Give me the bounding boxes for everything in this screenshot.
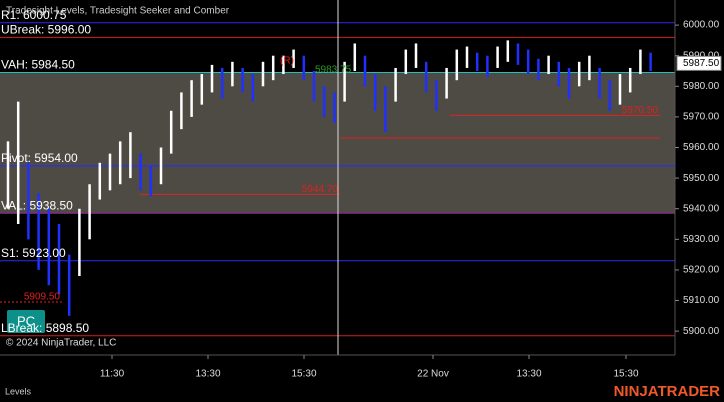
- level-label: S1: 5923.00: [1, 246, 66, 260]
- x-tick-label: 13:30: [516, 369, 541, 380]
- level-label: VAL: 5938.50: [1, 198, 73, 212]
- y-tick-label: 5920.00: [683, 265, 720, 276]
- x-tick-label: 22 Nov: [417, 369, 449, 380]
- y-tick-label: 5970.00: [683, 112, 720, 123]
- projection-label: 5944.70: [302, 184, 339, 195]
- level-label: UBreak: 5996.00: [1, 23, 91, 37]
- projection-label: 5909.50: [24, 292, 61, 303]
- reversal-marker: (R): [280, 56, 294, 67]
- pc-button-label[interactable]: PC: [17, 313, 35, 328]
- current-price-label: 5987.50: [683, 58, 720, 69]
- logo: NINJATRADER: [614, 383, 721, 400]
- copyright: © 2024 NinjaTrader, LLC: [6, 338, 116, 349]
- y-tick-label: 5950.00: [683, 173, 720, 184]
- level-label: LBreak: 5898.50: [1, 321, 89, 335]
- x-tick-label: 13:30: [195, 369, 220, 380]
- y-tick-label: 5940.00: [683, 203, 720, 214]
- y-tick-label: 5990.00: [683, 50, 720, 61]
- y-tick-label: 5910.00: [683, 295, 720, 306]
- level-label: Pivot: 5954.00: [1, 151, 78, 165]
- x-tick-label: 15:30: [613, 369, 638, 380]
- y-tick-label: 5960.00: [683, 142, 720, 153]
- y-tick-label: 6000.00: [683, 20, 720, 31]
- seeker-label: 5983.75: [315, 65, 352, 76]
- y-tick-label: 5930.00: [683, 234, 720, 245]
- y-tick-label: 5900.00: [683, 326, 720, 337]
- level-label: VAH: 5984.50: [1, 58, 75, 72]
- level-label: R1: 6000.75: [1, 8, 67, 22]
- x-tick-label: 11:30: [100, 369, 125, 380]
- y-tick-label: 5980.00: [683, 81, 720, 92]
- projection-label: 5970.50: [622, 105, 659, 116]
- chart-title: Tradesight Levels, Tradesight Seeker and…: [6, 6, 230, 17]
- tab-label[interactable]: Levels: [5, 386, 32, 396]
- current-price-box: [676, 55, 722, 71]
- pc-button[interactable]: [7, 310, 45, 333]
- x-tick-label: 15:30: [291, 369, 316, 380]
